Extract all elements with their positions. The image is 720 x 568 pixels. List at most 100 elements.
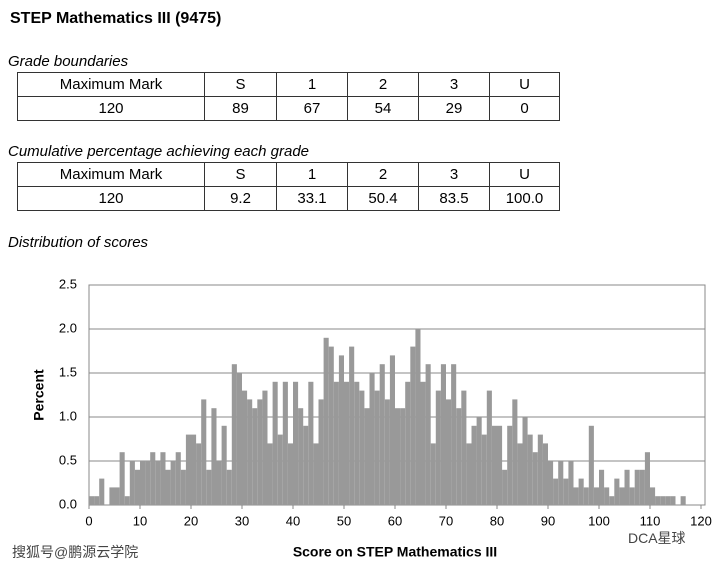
bar [338,355,344,505]
bar [150,452,156,505]
x-tick-label: 0 [85,513,92,528]
header-cell: Maximum Mark [17,162,205,187]
y-tick-label: 1.5 [59,364,77,379]
table-cell: 0 [489,96,560,121]
bar [410,346,416,505]
bar [140,461,146,505]
x-tick-label: 50 [337,513,351,528]
bar [267,443,273,505]
y-tick-label: 0.0 [59,496,77,511]
bar [303,425,309,505]
grade-boundaries-table: Maximum Mark S 1 2 3 U 120 89 67 54 29 0 [17,72,560,121]
y-tick-label: 2.0 [59,320,77,335]
bar [160,452,166,505]
bar [211,408,217,505]
bar [359,390,365,505]
bar [481,434,487,505]
bar [344,381,350,505]
watermark: 搜狐号@鹏源云学院 [12,544,139,560]
bar [456,408,462,505]
header-cell: Maximum Mark [17,72,205,97]
header-cell: 3 [418,72,490,97]
table-cell: 120 [17,186,205,211]
bar [242,390,248,505]
bar [318,399,324,505]
bar [542,443,548,505]
table-row: 120 89 67 54 29 0 [17,96,560,121]
x-tick-label: 30 [235,513,249,528]
bar [308,381,314,505]
bar [680,496,686,505]
bar [461,390,467,505]
bar [236,373,242,505]
bar [114,487,120,505]
bar [420,381,426,505]
x-tick-label: 100 [588,513,610,528]
bar [466,443,472,505]
table-cell: 89 [204,96,277,121]
y-tick-label: 2.5 [59,276,77,291]
bar [374,390,380,505]
bar [650,487,656,505]
bar [476,417,482,505]
bar [201,399,207,505]
bar [491,425,497,505]
bar [583,487,589,505]
bar [349,346,355,505]
bar [99,478,105,505]
bar [604,487,610,505]
bar [563,478,569,505]
bar [451,364,457,505]
bar [252,408,258,505]
bar [517,443,523,505]
bar [216,461,222,505]
bar [89,496,95,505]
bar [262,390,268,505]
section-heading: Cumulative percentage achieving each gra… [8,143,310,160]
bar [609,496,615,505]
bar [425,364,431,505]
bar [333,381,339,505]
bar [293,381,299,505]
bar [155,461,161,505]
bar [527,434,533,505]
section-heading: Grade boundaries [8,53,129,70]
bar [328,346,334,505]
bar [568,461,574,505]
bar [369,373,375,505]
bar [502,469,508,505]
x-tick-label: 70 [439,513,453,528]
bar [522,417,528,505]
bar [440,364,446,505]
bar [191,434,197,505]
bar [512,399,518,505]
bar [614,478,620,505]
table-cell: 9.2 [204,186,277,211]
bar [486,390,492,505]
table-cell: 100.0 [489,186,560,211]
table-cell: 120 [17,96,205,121]
table-cell: 83.5 [418,186,490,211]
section-heading: Distribution of scores [8,234,149,251]
bar [145,461,151,505]
bar [660,496,666,505]
table-cell: 33.1 [276,186,348,211]
bar [573,487,579,505]
bar [395,408,401,505]
bar [206,469,212,505]
bar [435,390,441,505]
bar [665,496,671,505]
bar [548,461,554,505]
x-tick-label: 120 [690,513,712,528]
bar [196,443,202,505]
bar [655,496,661,505]
bar [226,469,232,505]
table-row: Maximum Mark S 1 2 3 U [17,72,560,97]
bar [313,443,319,505]
x-tick-label: 60 [388,513,402,528]
table-cell: 67 [276,96,348,121]
bar [175,452,181,505]
bar [558,461,564,505]
bar [537,434,543,505]
bar [400,408,406,505]
